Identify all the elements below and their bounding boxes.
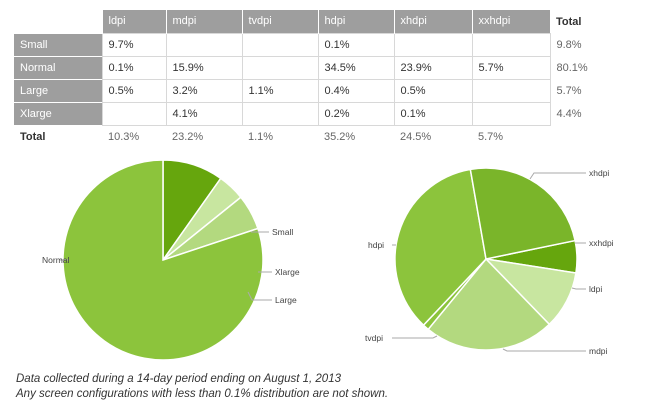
sum-cell: 23.2%: [166, 125, 242, 148]
table-cell: 0.4%: [317, 78, 395, 103]
pie-slice-hdpi: [394, 168, 487, 327]
column-header: xhdpi: [393, 10, 472, 33]
pie-slice-xhdpi: [469, 167, 576, 260]
table-cell: 0.1%: [393, 101, 473, 126]
table-cell: 23.9%: [393, 55, 473, 80]
table-cell: [241, 101, 319, 126]
sum-cell: 10.3%: [102, 125, 166, 148]
row-label: Small: [14, 32, 102, 56]
leader-line: [502, 348, 586, 352]
footnote-collection-period: Data collected during a 14-day period en…: [16, 373, 341, 385]
table-cell: 4.1%: [165, 101, 243, 126]
pie-label-tvdpi: tvdpi: [365, 333, 383, 343]
table-cell: 1.1%: [241, 78, 319, 103]
table-corner: [14, 10, 102, 33]
table-cell: [471, 32, 551, 57]
column-header: mdpi: [165, 10, 242, 33]
table-cell: [165, 32, 243, 57]
table-cell: 3.2%: [165, 78, 243, 103]
column-header: tvdpi: [241, 10, 318, 33]
distribution-table: ldpi mdpi tvdpi hdpi xhdpi xxhdpi Total …: [14, 10, 610, 148]
row-total: 4.4%: [550, 102, 610, 125]
sum-cell: 1.1%: [242, 125, 318, 148]
table-cell: 0.1%: [317, 32, 395, 57]
pie-label-xlarge: Xlarge: [275, 267, 300, 277]
table-cell: [101, 101, 167, 126]
table-sum-row: Total 10.3% 23.2% 1.1% 35.2% 24.5% 5.7%: [14, 125, 610, 148]
column-header: ldpi: [101, 10, 166, 33]
footnote-threshold: Any screen configurations with less than…: [16, 388, 389, 400]
sum-row-label: Total: [14, 125, 102, 148]
pie-label-xhdpi: xhdpi: [589, 168, 609, 178]
pie-label-xxhdpi: xxhdpi: [589, 238, 614, 248]
leader-line: [571, 287, 586, 290]
sum-cell: 5.7%: [472, 125, 550, 148]
table-header-row: ldpi mdpi tvdpi hdpi xhdpi xxhdpi Total: [14, 10, 610, 33]
leader-line: [529, 172, 586, 180]
leader-line: [247, 291, 272, 301]
sum-cell: 24.5%: [394, 125, 472, 148]
table-cell: 0.2%: [317, 101, 395, 126]
table-row: Small 9.7% 0.1% 9.8%: [14, 32, 610, 57]
pie-label-small: Small: [272, 227, 293, 237]
pie-label-large: Large: [275, 295, 297, 305]
table-cell: [471, 78, 551, 103]
column-header: hdpi: [317, 10, 394, 33]
table-row: Xlarge 4.1% 0.2% 0.1% 4.4%: [14, 101, 610, 126]
table-cell: 0.5%: [393, 78, 473, 103]
pie-slice-mdpi: [427, 257, 551, 351]
table-cell: [471, 101, 551, 126]
pie-label-hdpi: hdpi: [368, 240, 384, 250]
sum-cell: 35.2%: [318, 125, 394, 148]
row-label: Normal: [14, 55, 102, 79]
column-header-total: Total: [550, 10, 610, 33]
sum-cell-empty: [550, 125, 610, 148]
table-cell: [241, 32, 319, 57]
leader-line: [392, 335, 438, 339]
row-total: 80.1%: [550, 56, 610, 79]
column-header: xxhdpi: [471, 10, 550, 33]
table-cell: 0.5%: [101, 78, 167, 103]
table-row: Large 0.5% 3.2% 1.1% 0.4% 0.5% 5.7%: [14, 78, 610, 103]
table-cell: 0.1%: [101, 55, 167, 80]
pie-label-normal: Normal: [42, 255, 70, 265]
row-label: Xlarge: [14, 101, 102, 125]
table-cell: 5.7%: [471, 55, 551, 80]
table-row: Normal 0.1% 15.9% 34.5% 23.9% 5.7% 80.1%: [14, 55, 610, 80]
pie-label-mdpi: mdpi: [589, 346, 608, 356]
row-label: Large: [14, 78, 102, 102]
row-total: 9.8%: [550, 33, 610, 56]
table-cell: 34.5%: [317, 55, 395, 80]
pie-label-ldpi: ldpi: [589, 284, 602, 294]
row-total: 5.7%: [550, 79, 610, 102]
